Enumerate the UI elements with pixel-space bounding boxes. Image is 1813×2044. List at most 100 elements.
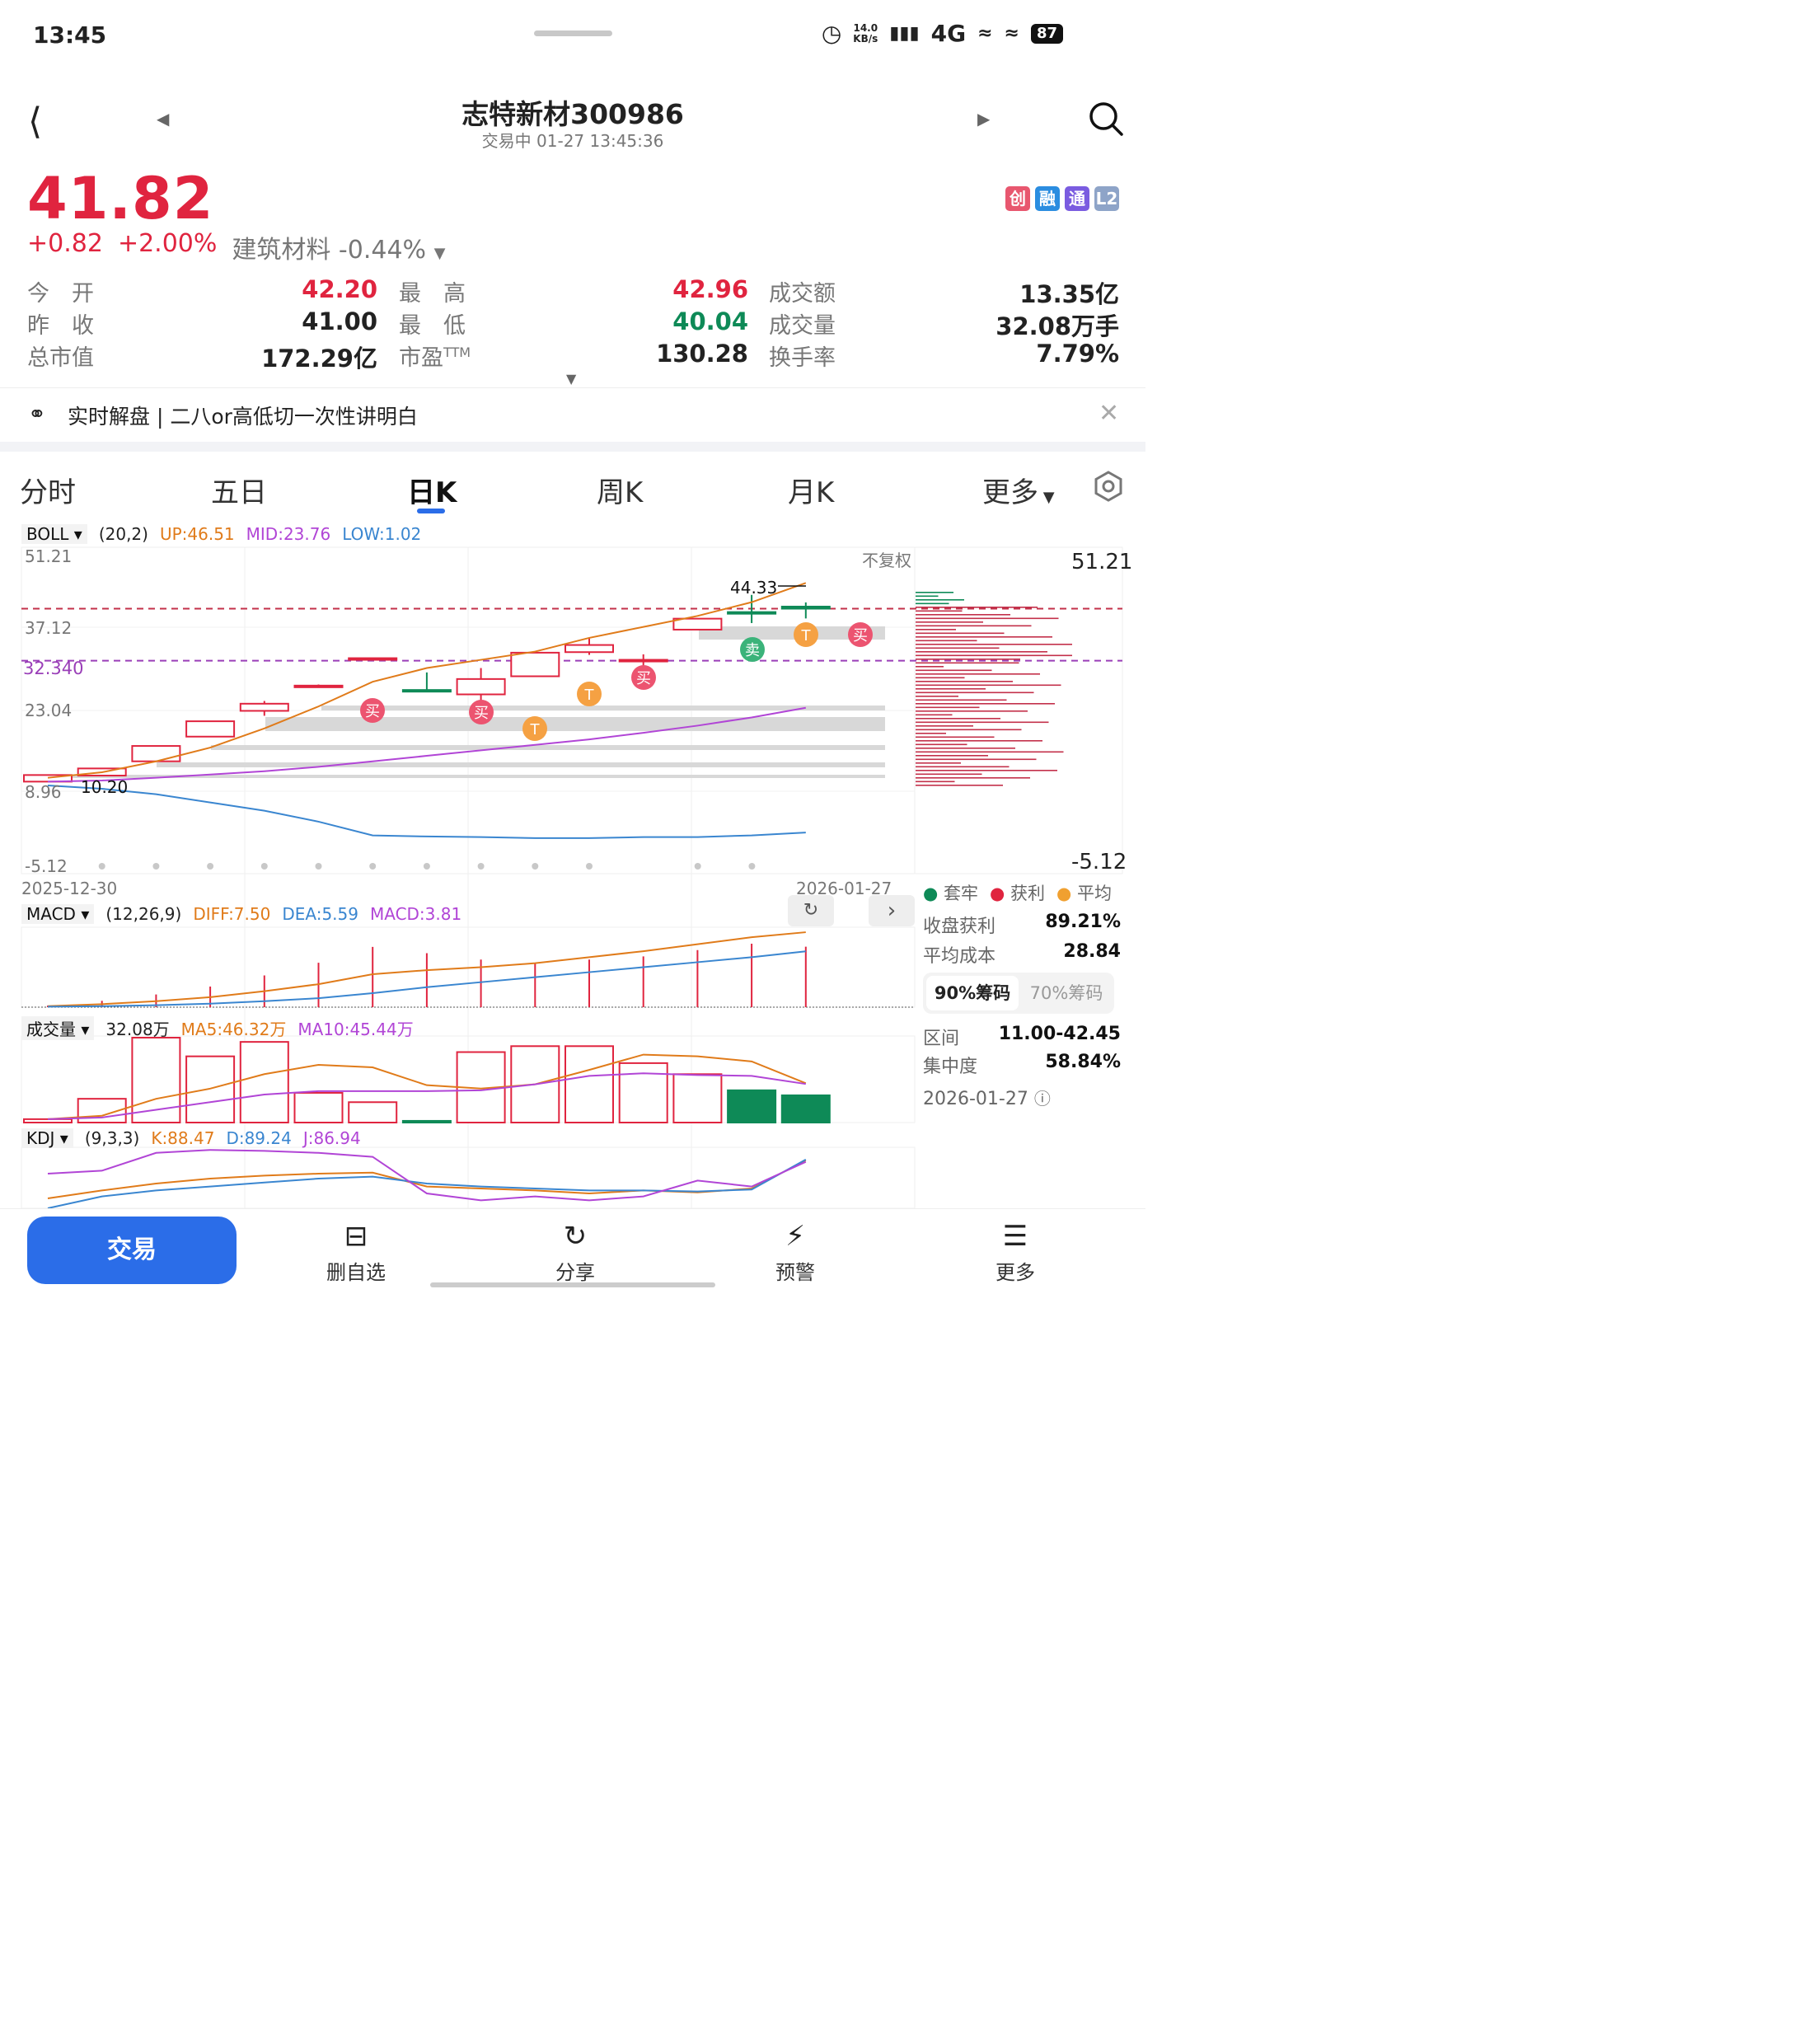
share-button[interactable]: ↻ 分享 — [526, 1217, 625, 1285]
chip-bar — [916, 751, 1064, 753]
rotate-screen-icon[interactable]: ↻ — [788, 895, 834, 926]
search-icon[interactable] — [1088, 101, 1124, 137]
volume-bar — [672, 1073, 723, 1123]
chip-bar — [916, 677, 965, 679]
news-banner[interactable] — [0, 387, 1145, 442]
signal-dot — [360, 698, 385, 723]
info-icon[interactable]: ⓘ — [1033, 1089, 1051, 1109]
chip-bar — [916, 599, 964, 601]
chevron-right-icon[interactable]: › — [869, 895, 915, 926]
boll-header: BOLL ▾ (20,2) UP:46.51 MID:23.76 LOW:1.0… — [21, 524, 421, 544]
turnover-label: 换手率 — [769, 345, 836, 371]
chip-bar — [916, 721, 1049, 724]
more-button[interactable]: ☰ 更多 — [966, 1217, 1065, 1285]
avg-cost-label: 平均成本 — [923, 946, 996, 967]
volume-bar — [131, 1037, 181, 1123]
next-stock-icon[interactable]: ▶ — [977, 109, 991, 129]
chip-bar — [916, 625, 1032, 627]
adjust-mode-label: 不复权 — [862, 551, 911, 570]
tab-intraday[interactable]: 分时 — [20, 476, 76, 509]
y-axis-label: 51.21 — [25, 546, 72, 566]
date-dot — [207, 863, 214, 870]
back-icon[interactable]: ⟨ — [28, 101, 43, 143]
boll-dropdown-icon: ▾ — [73, 524, 82, 544]
boll-selector[interactable]: BOLL ▾ — [21, 524, 87, 544]
tab-weekly-k[interactable]: 周K — [597, 476, 644, 509]
alert-button[interactable]: ⚡ 预警 — [746, 1217, 845, 1285]
macd-dropdown-icon: ▾ — [81, 904, 90, 924]
chip-bar — [916, 684, 1061, 687]
signal-marker-t: T — [794, 622, 818, 647]
trade-status: 交易中 01-27 13:45:36 — [481, 131, 664, 151]
remove-watchlist-button[interactable]: ⊟ 删自选 — [307, 1217, 405, 1285]
tab-daily-k[interactable]: 日K — [407, 476, 457, 509]
amount-label: 成交额 — [769, 281, 836, 307]
tab-five-day[interactable]: 五日 — [211, 476, 267, 509]
close-icon[interactable]: ✕ — [1099, 399, 1120, 428]
avg-cost-value: 28.84 — [1063, 941, 1121, 962]
sector-link[interactable]: 建筑材料 -0.44% ▼ — [232, 236, 446, 265]
high-value: 42.96 — [672, 275, 748, 303]
chip-legend: ● 套牢 ● 获利 ● 平均 — [923, 880, 1112, 905]
kdj-selector[interactable]: KDJ ▾ — [21, 1128, 73, 1148]
expand-quote-icon[interactable]: ▼ — [566, 371, 577, 387]
volume-selector[interactable]: 成交量 ▾ — [21, 1016, 95, 1040]
chip-bar — [916, 610, 963, 612]
chip-bar — [916, 632, 1005, 635]
signal-marker-buy: 买 — [360, 698, 385, 723]
boll-mid-line — [47, 706, 806, 783]
chip-bar — [916, 688, 986, 690]
tag-icon: ⚭ — [28, 402, 46, 427]
chip-bar — [916, 706, 980, 709]
chip-bar — [916, 729, 1022, 731]
volume-bar — [293, 1091, 344, 1124]
wifi-icon-2: ≈ — [1004, 23, 1019, 44]
alarm-bell-icon: ⚡ — [785, 1220, 805, 1253]
candle-body — [239, 702, 289, 712]
date-start-label: 2025-12-30 — [21, 879, 117, 898]
chip-bar — [916, 703, 1055, 705]
turnover-value: 7.79% — [1036, 340, 1119, 368]
trade-button[interactable]: 交易 — [27, 1217, 237, 1284]
chip-bar — [916, 666, 944, 668]
chip-bar — [916, 781, 955, 783]
drag-handle[interactable] — [534, 30, 612, 36]
chip-bar — [916, 710, 1028, 712]
signal-label: 买 — [365, 703, 380, 720]
chip-bar — [916, 654, 1072, 657]
chip-frame — [914, 546, 1123, 874]
boll-up-value: UP:46.51 — [159, 524, 235, 544]
price-change: +0.82 — [27, 229, 103, 258]
prev-stock-icon[interactable]: ◀ — [157, 109, 170, 129]
candle-body — [293, 684, 344, 688]
tab-monthly-k[interactable]: 月K — [788, 476, 835, 509]
volume-ma10-line — [47, 1072, 806, 1120]
settings-icon[interactable] — [1093, 471, 1124, 502]
kdj-k-value: K:88.47 — [151, 1128, 215, 1148]
volume-bar — [23, 1118, 73, 1124]
high-price-label: 44.33 — [730, 578, 777, 598]
signal-label: 买 — [636, 670, 651, 687]
chip-bar — [916, 659, 1020, 660]
amount-value: 13.35亿 — [1019, 280, 1119, 308]
chip-90-tab[interactable]: 90%筹码 — [926, 976, 1019, 1010]
kline-chart[interactable]: 买买买买卖TTT 51.2137.1223.048.96-5.1232.340不… — [0, 511, 1145, 1208]
chip-bar — [916, 762, 961, 764]
low-label: 最 低 — [399, 313, 466, 339]
chip-bar — [916, 662, 1019, 664]
pe-value: 130.28 — [656, 340, 748, 368]
candle-body — [780, 605, 831, 610]
y-axis-label: 23.04 — [25, 701, 72, 720]
signal-dot — [522, 716, 547, 741]
chip-70-tab[interactable]: 70%筹码 — [1029, 983, 1103, 1003]
home-indicator[interactable] — [430, 1282, 715, 1287]
chip-bar — [916, 770, 1057, 771]
macd-selector[interactable]: MACD ▾ — [21, 904, 95, 924]
tab-more[interactable]: 更多 ▼ — [982, 476, 1055, 509]
candle-body — [672, 617, 723, 631]
chip-bar — [916, 777, 1030, 779]
banner-text[interactable]: 实时解盘 | 二八or高低切一次性讲明白 — [68, 405, 418, 429]
kdj-d-line — [47, 1159, 807, 1208]
chip-bar — [916, 758, 1037, 761]
signal-dot — [469, 700, 494, 724]
